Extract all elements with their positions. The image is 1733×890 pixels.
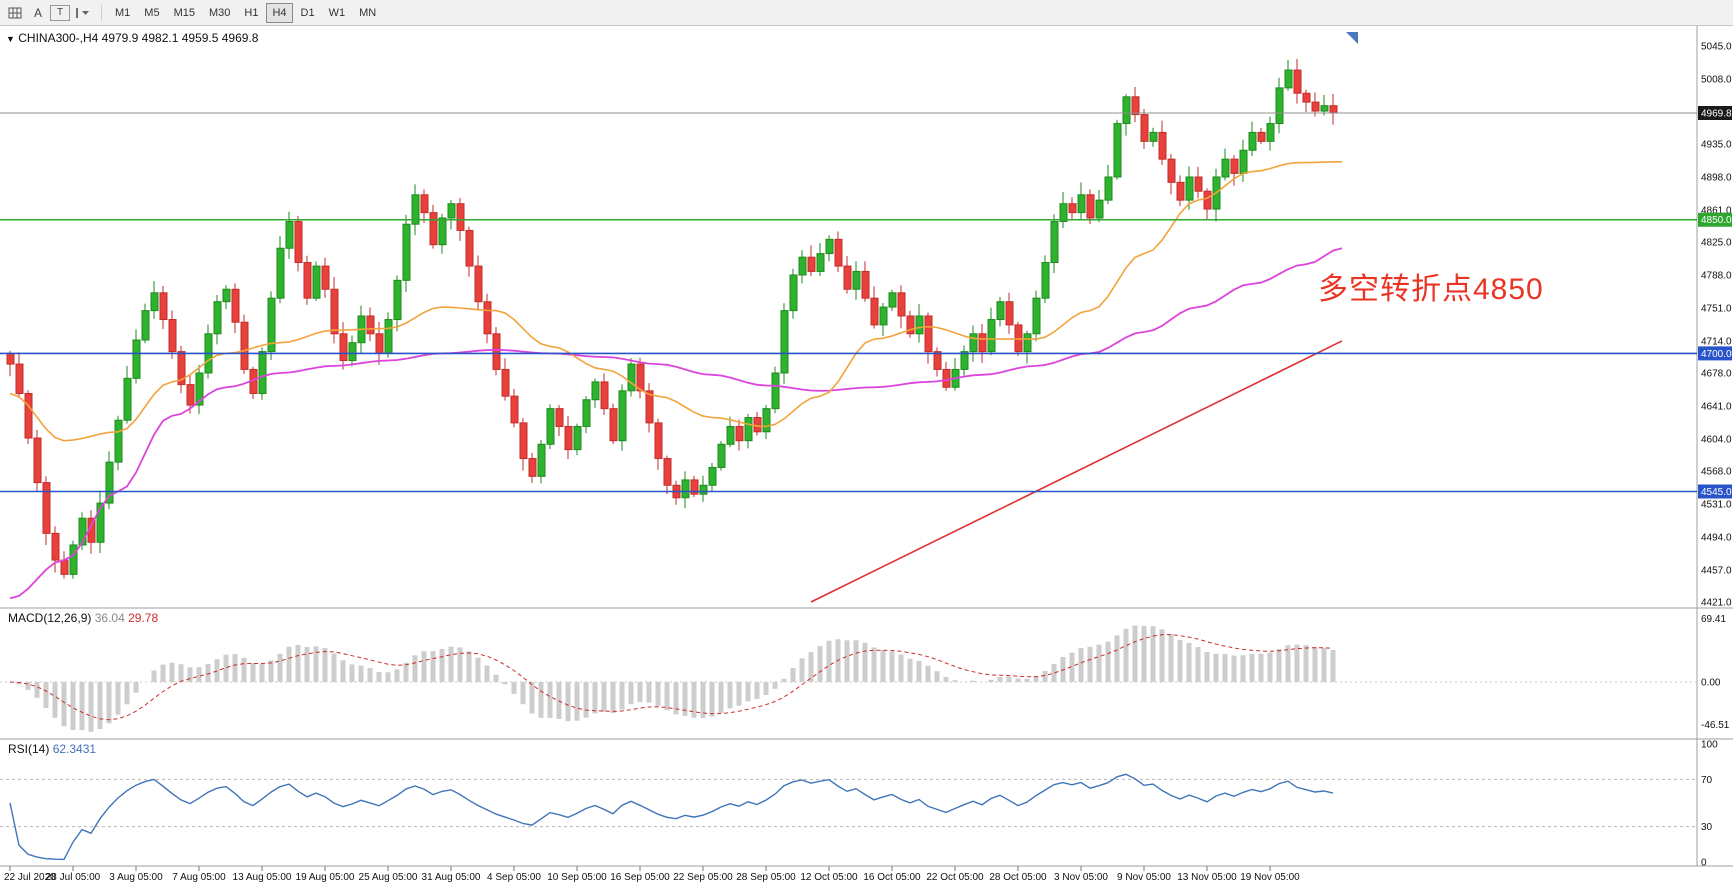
- svg-text:4641.0: 4641.0: [1701, 401, 1732, 412]
- ma-fast-line: [9, 161, 1343, 442]
- svg-text:28 Oct 05:00: 28 Oct 05:00: [989, 872, 1047, 883]
- svg-text:4751.0: 4751.0: [1701, 303, 1732, 314]
- ohlc-values: 4979.9 4982.1 4959.5 4969.8: [101, 31, 259, 45]
- timeframe-m1[interactable]: M1: [115, 6, 131, 19]
- svg-text:4604.0: 4604.0: [1701, 434, 1732, 445]
- rsi-title: RSI(14): [8, 742, 50, 756]
- svg-text:4898.0: 4898.0: [1701, 172, 1732, 183]
- svg-text:3 Nov 05:00: 3 Nov 05:00: [1054, 872, 1108, 883]
- macd-title: MACD(12,26,9): [8, 611, 92, 625]
- timeframe-m15[interactable]: M15: [173, 6, 195, 19]
- text-tool-icon[interactable]: T: [50, 4, 70, 21]
- svg-text:4545.0: 4545.0: [1701, 487, 1732, 498]
- price-axis[interactable]: [1697, 27, 1733, 866]
- svg-text:4714.0: 4714.0: [1701, 336, 1732, 347]
- time-axis[interactable]: [0, 866, 1697, 890]
- toolbar-separator: [101, 4, 102, 21]
- svg-text:5045.0: 5045.0: [1701, 42, 1732, 53]
- svg-text:7 Aug 05:00: 7 Aug 05:00: [172, 872, 226, 883]
- svg-text:4568.0: 4568.0: [1701, 467, 1732, 478]
- line-tools-icon[interactable]: [71, 3, 93, 23]
- svg-text:28 Sep 05:00: 28 Sep 05:00: [736, 872, 796, 883]
- svg-text:4700.0: 4700.0: [1701, 349, 1732, 360]
- svg-text:10 Sep 05:00: 10 Sep 05:00: [547, 872, 607, 883]
- svg-text:25 Aug 05:00: 25 Aug 05:00: [359, 872, 418, 883]
- timeframe-h1[interactable]: H1: [244, 6, 259, 19]
- svg-text:-46.51: -46.51: [1701, 720, 1730, 731]
- timeframe-h4[interactable]: H4: [266, 2, 293, 23]
- svg-text:4 Sep 05:00: 4 Sep 05:00: [487, 872, 541, 883]
- svg-text:12 Oct 05:00: 12 Oct 05:00: [800, 872, 858, 883]
- timeframe-m30[interactable]: M30: [208, 6, 231, 19]
- svg-text:16 Sep 05:00: 16 Sep 05:00: [610, 872, 670, 883]
- collapse-arrow-icon[interactable]: ▼: [6, 34, 15, 44]
- svg-text:3 Aug 05:00: 3 Aug 05:00: [109, 872, 163, 883]
- chart-title: ▼ CHINA300-,H4 4979.9 4982.1 4959.5 4969…: [6, 31, 258, 45]
- ma-slow-line: [9, 247, 1343, 600]
- svg-text:22 Oct 05:00: 22 Oct 05:00: [926, 872, 984, 883]
- svg-text:4861.0: 4861.0: [1701, 205, 1732, 216]
- svg-text:22 Sep 05:00: 22 Sep 05:00: [673, 872, 733, 883]
- svg-text:13 Aug 05:00: 13 Aug 05:00: [233, 872, 292, 883]
- grid-glyph: [8, 7, 22, 18]
- scroll-end-marker: [1346, 32, 1358, 44]
- svg-text:0.00: 0.00: [1701, 678, 1721, 689]
- svg-text:4457.0: 4457.0: [1701, 565, 1732, 576]
- svg-text:28 Jul 05:00: 28 Jul 05:00: [46, 872, 101, 883]
- svg-text:4531.0: 4531.0: [1701, 499, 1732, 510]
- svg-text:19 Nov 05:00: 19 Nov 05:00: [1240, 872, 1300, 883]
- macd-main-value: 36.04: [94, 611, 125, 625]
- svg-text:70: 70: [1701, 775, 1713, 786]
- svg-text:4421.0: 4421.0: [1701, 597, 1732, 608]
- trendline: [810, 340, 1343, 603]
- svg-text:4935.0: 4935.0: [1701, 140, 1732, 151]
- vline-glyph: [76, 7, 89, 18]
- svg-text:19 Aug 05:00: 19 Aug 05:00: [296, 872, 355, 883]
- svg-text:4678.0: 4678.0: [1701, 368, 1732, 379]
- timeframe-m5[interactable]: M5: [144, 6, 160, 19]
- timeframe-d1[interactable]: D1: [300, 6, 315, 19]
- rsi-label: RSI(14) 62.3431: [8, 742, 96, 756]
- macd-signal-line: [9, 634, 1334, 721]
- timeframe-w1[interactable]: W1: [328, 6, 346, 19]
- symbol-period-label: CHINA300-,H4: [18, 31, 99, 45]
- svg-text:4969.8: 4969.8: [1701, 109, 1732, 120]
- svg-text:69.41: 69.41: [1701, 614, 1726, 625]
- timeframe-mn[interactable]: MN: [359, 6, 377, 19]
- timeframe-buttons: M1 M5 M15 M30 H1 H4 D1 W1 MN: [109, 2, 384, 23]
- toolbar: A T M1 M5 M15 M30 H1 H4 D1 W1 MN: [0, 0, 1733, 26]
- svg-text:4788.0: 4788.0: [1701, 270, 1732, 281]
- svg-text:4494.0: 4494.0: [1701, 532, 1732, 543]
- svg-text:9 Nov 05:00: 9 Nov 05:00: [1117, 872, 1171, 883]
- chart-grid-icon[interactable]: [4, 3, 26, 23]
- svg-text:22 Jul 2020: 22 Jul 2020: [4, 872, 56, 883]
- rsi-value: 62.3431: [52, 742, 97, 756]
- cursor-tool-icon[interactable]: A: [33, 5, 42, 20]
- svg-text:16 Oct 05:00: 16 Oct 05:00: [863, 872, 921, 883]
- svg-text:30: 30: [1701, 822, 1713, 833]
- macd-label: MACD(12,26,9) 36.04 29.78: [8, 611, 158, 625]
- macd-signal-value: 29.78: [128, 611, 159, 625]
- rsi-line: [9, 773, 1334, 861]
- svg-text:5008.0: 5008.0: [1701, 74, 1732, 85]
- svg-text:0: 0: [1701, 858, 1707, 869]
- annotation-text: 多空转折点4850: [1318, 273, 1544, 306]
- svg-text:100: 100: [1701, 740, 1718, 751]
- svg-text:13 Nov 05:00: 13 Nov 05:00: [1177, 872, 1237, 883]
- svg-text:31 Aug 05:00: 31 Aug 05:00: [422, 872, 481, 883]
- svg-text:4825.0: 4825.0: [1701, 238, 1732, 249]
- svg-text:4850.0: 4850.0: [1701, 215, 1732, 226]
